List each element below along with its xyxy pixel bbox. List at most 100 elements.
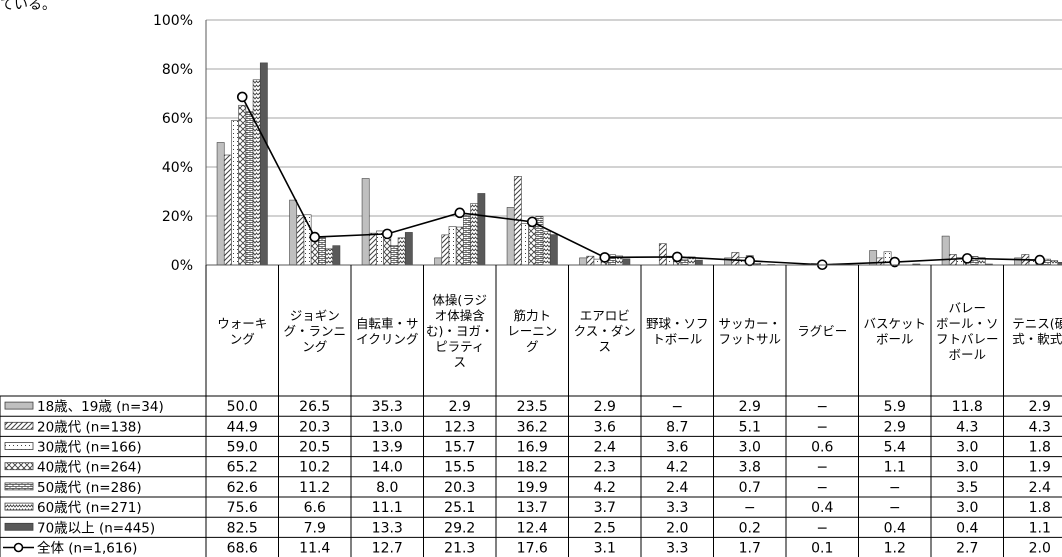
top-text-fragment: ている。 (0, 0, 56, 13)
data-label: 1.1 (1029, 520, 1051, 536)
category-label: ス (598, 339, 611, 354)
data-label: − (889, 480, 901, 496)
category-label: バレー (948, 300, 986, 315)
bar (390, 245, 399, 266)
bar (579, 257, 588, 266)
legend-label: 30歳代 (n=166) (37, 440, 142, 456)
bar (455, 226, 464, 266)
data-label: 1.1 (884, 460, 906, 476)
bar (245, 111, 254, 266)
bar (477, 193, 486, 266)
data-label: 4.3 (956, 419, 978, 435)
data-label: 23.5 (517, 399, 548, 415)
category-label: ピラティ (435, 339, 484, 354)
data-label: 2.3 (594, 460, 616, 476)
category-label: エアロビ (580, 308, 630, 323)
data-label: 1.8 (1029, 440, 1051, 456)
data-label: 15.5 (444, 460, 475, 476)
data-label: 2.0 (666, 520, 688, 536)
line-point (671, 251, 683, 263)
data-label: 5.1 (739, 419, 761, 435)
data-label: 1.8 (1029, 500, 1051, 516)
data-label: 7.9 (304, 520, 326, 536)
legend-key (4, 502, 34, 511)
data-label: 8.7 (666, 419, 688, 435)
data-label: − (816, 480, 828, 496)
legend-key (4, 401, 34, 410)
category-label: 筋力ト (513, 308, 551, 323)
bar (231, 120, 239, 266)
category-label: グ (526, 339, 539, 354)
bar (448, 226, 457, 266)
bar (542, 231, 551, 266)
data-label: 4.2 (666, 460, 688, 476)
data-label: − (816, 460, 828, 476)
data-label: 68.6 (227, 541, 258, 557)
data-label: 2.9 (884, 419, 906, 435)
bar (434, 257, 443, 266)
legend-key (4, 522, 34, 531)
category-label: ング (302, 339, 327, 354)
category-label: グ・ランニ (283, 324, 346, 339)
line-point (309, 231, 321, 243)
data-label: 13.7 (517, 500, 548, 516)
data-label: 3.0 (956, 460, 978, 476)
legend-label: 20歳代 (n=138) (37, 419, 142, 435)
bar (941, 235, 950, 266)
legend-key (4, 482, 34, 491)
data-label: 17.6 (517, 541, 548, 557)
line-point (526, 216, 538, 228)
data-label: 0.4 (811, 500, 833, 516)
legend-label: 60歳代 (n=271) (37, 500, 142, 516)
bar (441, 234, 450, 266)
bar (310, 239, 319, 266)
data-label: 18.2 (517, 460, 548, 476)
line-point (889, 256, 901, 268)
data-label: 65.2 (227, 460, 258, 476)
bar (680, 258, 689, 266)
category-label: トボール (652, 331, 702, 346)
data-label: 13.3 (372, 520, 403, 536)
data-label: 13.9 (372, 440, 403, 456)
data-label: 59.0 (227, 440, 258, 456)
data-label: 2.9 (1029, 399, 1051, 415)
data-label: 4.2 (594, 480, 616, 496)
bar (463, 214, 471, 266)
y-tick-label: 20% (162, 209, 193, 225)
category-label: 式・軟式) (1012, 331, 1062, 346)
data-label: 0.4 (956, 520, 978, 536)
category-label: ラグビー (797, 324, 847, 339)
data-label: 1.7 (739, 541, 761, 557)
bar (238, 104, 247, 266)
data-label: 16.9 (517, 440, 548, 456)
category-label: レーニン (507, 324, 557, 339)
data-label: 15.7 (444, 440, 475, 456)
bar (216, 142, 225, 266)
data-label: 2.4 (594, 440, 616, 456)
y-tick-label: 80% (162, 62, 193, 78)
data-label: − (816, 399, 828, 415)
data-label: 2.9 (739, 399, 761, 415)
data-label: 2.7 (956, 541, 978, 557)
data-label: − (816, 520, 828, 536)
bar (259, 62, 268, 266)
data-label: 5.9 (884, 399, 906, 415)
data-label: 3.1 (594, 541, 616, 557)
data-label: 75.6 (227, 500, 258, 516)
data-label: 2.0 (1029, 541, 1051, 557)
data-label: 82.5 (227, 520, 258, 536)
y-tick-label: 0% (171, 258, 193, 274)
data-label: 11.1 (372, 500, 403, 516)
data-label: 3.3 (666, 541, 688, 557)
category-label: ボール・ソ (936, 316, 999, 331)
data-label: 36.2 (517, 419, 548, 435)
category-label: バスケット (863, 316, 926, 331)
bar (586, 255, 595, 266)
bar (1050, 260, 1059, 266)
bar (521, 223, 529, 266)
data-label: 44.9 (227, 419, 258, 435)
data-label: 0.6 (811, 440, 833, 456)
data-label: 1.9 (1029, 460, 1051, 476)
data-label: − (889, 500, 901, 516)
data-label: 8.0 (376, 480, 398, 496)
